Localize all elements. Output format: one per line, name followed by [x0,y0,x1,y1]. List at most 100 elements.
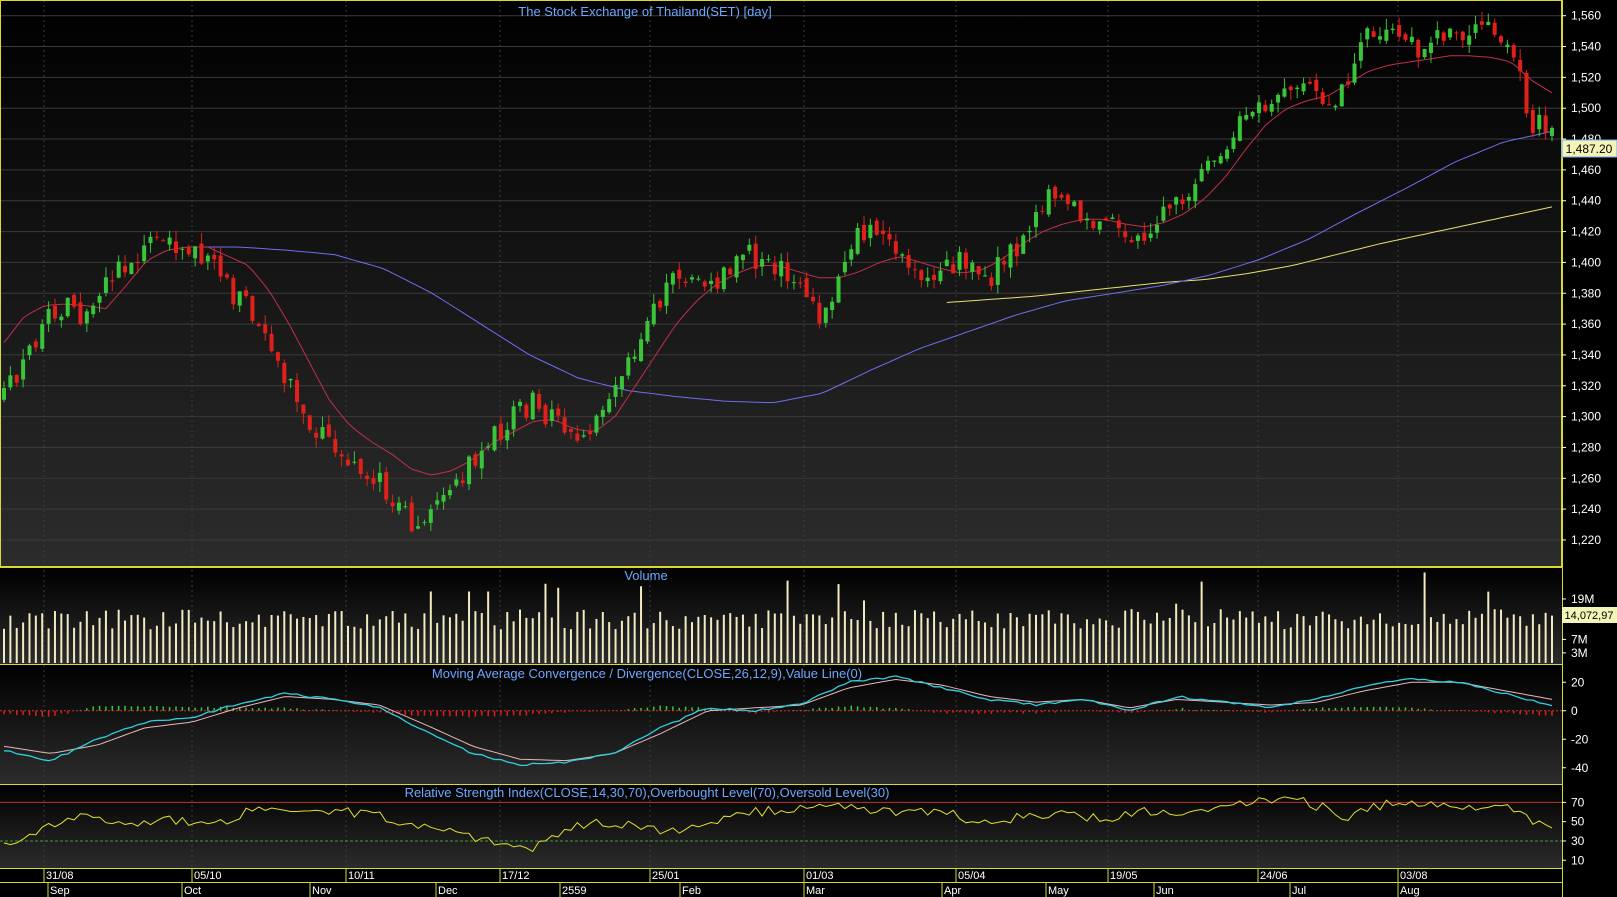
candle-body [734,256,739,278]
candle-body [1301,83,1306,92]
candle-body [1256,102,1261,114]
candle-body [142,245,147,262]
candle-body [543,404,548,425]
candle-body [237,291,242,306]
price-tick-label: 1,440 [1571,194,1601,208]
candle-body [396,502,401,511]
candle-body [1116,220,1121,228]
candle-body [626,357,631,376]
candle-body [467,456,472,485]
candle-body [1428,42,1433,54]
candle-body [135,261,140,264]
candle-body [1479,21,1484,25]
candle-body [842,261,847,273]
candle-body [110,280,115,282]
candle-body [78,302,83,324]
candle-body [447,489,452,496]
candle-body [887,233,892,240]
candle-body [326,424,331,437]
candle-body [588,431,593,435]
candle-body [1186,196,1191,201]
candle-body [957,251,962,270]
candle-body [785,262,790,282]
candle-body [1161,206,1166,221]
candle-body [1123,231,1128,238]
candle-body [1409,36,1414,43]
candle-body [307,415,312,430]
rsi-line [3,796,1553,853]
macd-line-path [3,675,1553,767]
candle-body [645,320,650,342]
macd-tick-label: -40 [1571,761,1589,775]
month-tick-label: Mar [806,885,825,897]
candle-body [951,264,956,274]
rsi-axis-ticks: 70 50 30 10 [1562,795,1585,867]
candle-body [65,297,70,317]
candle-body [900,254,905,256]
date-tick-label: 01/03 [806,870,834,882]
candle-body [1148,233,1153,238]
candle-body [1072,201,1077,207]
candle-body [893,241,898,254]
candle-body [1416,39,1421,58]
candle-body [511,406,516,430]
candle-body [14,374,19,383]
candle-body [1174,197,1179,205]
candle-body [1384,29,1389,41]
last-price-label-bg [1561,139,1617,158]
candle-body [976,266,981,275]
date-tick-label: 17/12 [502,870,530,882]
rsi-tick-label: 30 [1571,834,1585,848]
price-tick-label: 1,340 [1571,348,1601,362]
candle-body [932,274,937,280]
month-tick-label: Jul [1292,885,1306,897]
price-tick-label: 1,380 [1571,286,1601,300]
candle-body [709,280,714,285]
candle-body [1193,184,1198,202]
price-tick-label: 1,420 [1571,225,1601,239]
candle-body [422,522,427,524]
candle-body [740,254,745,261]
candle-body [1225,149,1230,159]
candle-body [2,388,6,400]
candle-body [696,278,701,280]
candle-body [1346,81,1351,85]
date-tick-label: 19/05 [1110,870,1138,882]
candle-body [830,301,835,311]
candle-body [1046,189,1051,215]
candle-body [1435,30,1440,39]
month-tick-label: Feb [682,885,701,897]
ma-short-path [3,55,1553,476]
candle-body [1104,218,1109,221]
candle-body [1365,28,1370,40]
candle-body [97,295,102,303]
candle-body [766,259,771,261]
date-tick-label: 10/11 [348,870,375,882]
candle-body [855,228,860,254]
candle-body [1320,92,1325,104]
candle-body [530,392,535,420]
price-tick-label: 1,260 [1571,471,1601,485]
volume-last-label-bg [1562,607,1617,623]
candle-body [1339,84,1344,107]
price-chart-title: The Stock Exchange of Thailand(SET) [day… [518,4,771,19]
month-tick-label: Nov [312,885,332,897]
candle-body [212,254,217,260]
candle-body [1460,31,1465,41]
date-tick-label: 25/01 [652,870,680,882]
candle-body [91,305,96,315]
candle-body [40,324,45,349]
candle-body [352,461,357,463]
candle-body [1403,34,1408,40]
candle-body [116,261,121,278]
candle-body [1530,110,1535,134]
candle-body [753,243,758,269]
candle-body [224,274,229,278]
candle-body [454,479,459,486]
volume-panel-title: Volume [624,568,667,583]
candle-body [1180,199,1185,204]
candle-body [568,429,573,432]
macd-axis-ticks: 20 0 -20 -40 [1562,675,1589,775]
candle-body [479,450,484,469]
